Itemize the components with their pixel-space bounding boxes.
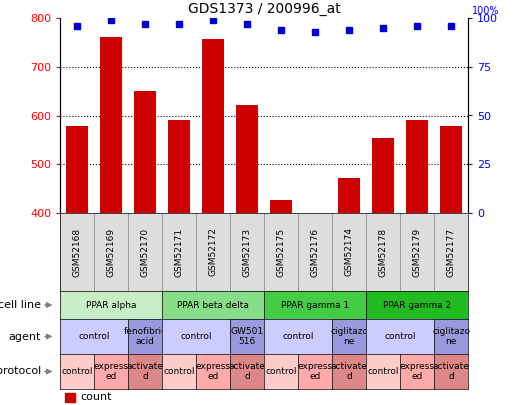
Text: agent: agent: [8, 332, 41, 341]
Text: fenofibric
acid: fenofibric acid: [123, 327, 167, 346]
Text: control: control: [282, 332, 314, 341]
Text: GSM52171: GSM52171: [175, 228, 184, 277]
Bar: [236, 105, 258, 405]
Text: express
ed: express ed: [196, 362, 231, 381]
Bar: [304, 213, 326, 405]
Text: PPAR alpha: PPAR alpha: [86, 301, 137, 309]
Text: control: control: [367, 367, 399, 376]
Text: GSM52170: GSM52170: [141, 228, 150, 277]
Text: activate
d: activate d: [127, 362, 164, 381]
Text: GSM52174: GSM52174: [345, 228, 354, 277]
Text: GSM52177: GSM52177: [447, 228, 456, 277]
Bar: [372, 138, 394, 405]
Bar: [100, 36, 122, 405]
Text: activate
d: activate d: [433, 362, 470, 381]
Text: ciglitazo
ne: ciglitazo ne: [330, 327, 368, 346]
Text: GSM52175: GSM52175: [277, 228, 286, 277]
Bar: [202, 39, 224, 405]
Text: 100%: 100%: [472, 6, 499, 16]
Text: activate
d: activate d: [331, 362, 368, 381]
Text: control: control: [180, 332, 212, 341]
Text: GSM52179: GSM52179: [413, 228, 422, 277]
Bar: [65, 393, 75, 402]
Text: GW501
516: GW501 516: [231, 327, 264, 346]
Text: ciglitazo
ne: ciglitazo ne: [432, 327, 470, 346]
Text: activate
d: activate d: [229, 362, 266, 381]
Text: GSM52168: GSM52168: [73, 228, 82, 277]
Text: express
ed: express ed: [94, 362, 129, 381]
Title: GDS1373 / 200996_at: GDS1373 / 200996_at: [188, 2, 340, 15]
Text: cell line: cell line: [0, 300, 41, 310]
Text: GSM52172: GSM52172: [209, 228, 218, 277]
Text: express
ed: express ed: [298, 362, 333, 381]
Text: GSM52173: GSM52173: [243, 228, 252, 277]
Text: express
ed: express ed: [400, 362, 435, 381]
Text: GSM52178: GSM52178: [379, 228, 388, 277]
Text: control: control: [61, 367, 93, 376]
Text: count: count: [80, 392, 111, 403]
Text: control: control: [78, 332, 110, 341]
Text: GSM52176: GSM52176: [311, 228, 320, 277]
Bar: [134, 91, 156, 405]
Text: control: control: [163, 367, 195, 376]
Bar: [66, 126, 88, 405]
Text: PPAR gamma 2: PPAR gamma 2: [383, 301, 451, 309]
Text: control: control: [265, 367, 297, 376]
Text: protocol: protocol: [0, 367, 41, 377]
Bar: [168, 120, 190, 405]
Bar: [440, 126, 462, 405]
Text: control: control: [384, 332, 416, 341]
Bar: [338, 178, 360, 405]
Text: PPAR beta delta: PPAR beta delta: [177, 301, 249, 309]
Text: GSM52169: GSM52169: [107, 228, 116, 277]
Bar: [270, 200, 292, 405]
Bar: [406, 120, 428, 405]
Text: PPAR gamma 1: PPAR gamma 1: [281, 301, 349, 309]
